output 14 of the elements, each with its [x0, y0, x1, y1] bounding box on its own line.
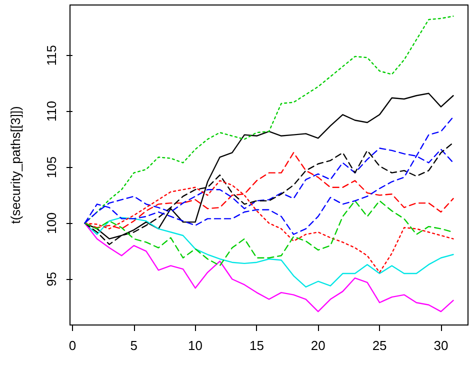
y-tick-label: 100 [44, 212, 59, 234]
x-tick-label: 30 [434, 338, 448, 353]
y-tick-label: 115 [44, 44, 59, 66]
x-tick-label: 5 [130, 338, 138, 353]
y-tick-label: 110 [44, 100, 59, 122]
y-tick-label: 95 [44, 272, 59, 286]
x-tick-label: 15 [249, 338, 264, 353]
x-tick-label: 25 [372, 338, 387, 353]
y-axis-title: t(security_paths[[3]]) [8, 106, 23, 224]
x-tick-label: 10 [188, 338, 203, 353]
x-tick-label: 20 [310, 338, 326, 353]
line-series [84, 222, 454, 312]
y-tick-label: 105 [44, 156, 59, 178]
x-tick-label: 0 [68, 338, 76, 353]
